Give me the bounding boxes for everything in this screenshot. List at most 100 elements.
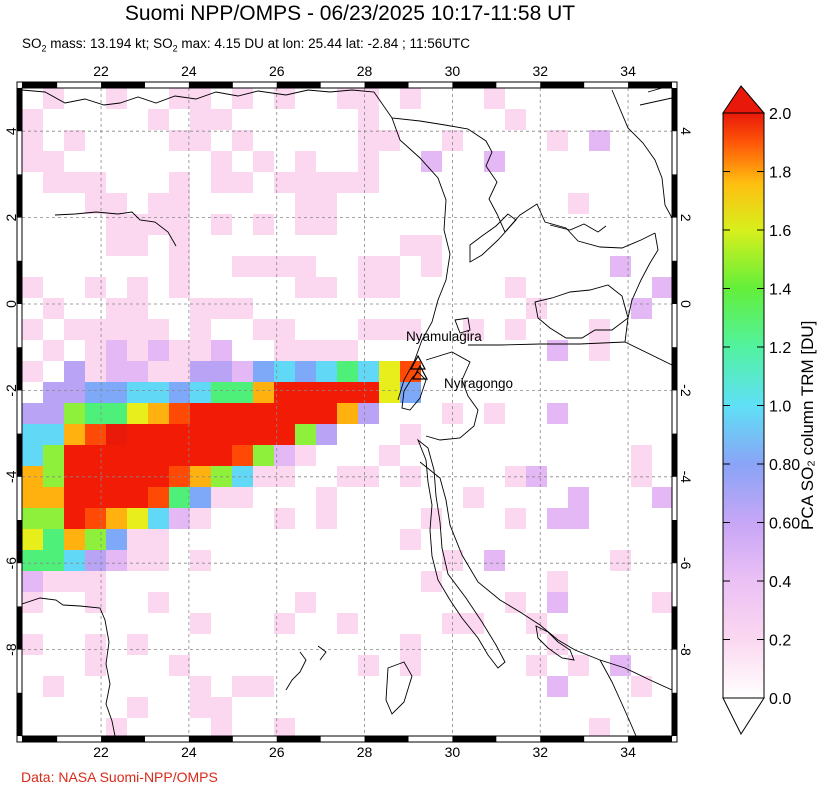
- frame-segment: [672, 692, 677, 736]
- map-subtitle: SO2 mass: 13.194 kt; SO2 max: 4.15 DU at…: [22, 36, 471, 54]
- so2-pixel: [22, 571, 43, 592]
- lon-tick-label-top: 34: [620, 63, 636, 79]
- lake-malawi-north: [599, 659, 637, 736]
- so2-pixel: [253, 445, 274, 466]
- so2-pixel: [316, 508, 337, 529]
- so2-pixel: [211, 214, 232, 235]
- so2-pixel: [505, 277, 526, 298]
- so2-pixel: [169, 277, 190, 298]
- so2-pixel: [106, 319, 127, 340]
- so2-pixel: [358, 403, 379, 424]
- lat-tick-label-right: 2: [678, 214, 694, 222]
- so2-pixel: [295, 277, 316, 298]
- so2-pixel: [358, 256, 379, 277]
- so2-pixel: [190, 382, 211, 403]
- so2-pixel: [127, 487, 148, 508]
- so2-pixel: [127, 361, 148, 382]
- so2-pixel: [253, 571, 274, 592]
- lat-tick-label-right: -8: [678, 643, 694, 656]
- so2-pixel: [232, 676, 253, 697]
- so2-pixel: [421, 235, 442, 256]
- so2-pixel: [64, 172, 85, 193]
- frame-segment: [17, 347, 22, 391]
- colorbar-tick-label: 0.80: [769, 457, 800, 474]
- so2-pixel: [484, 403, 505, 424]
- so2-pixel: [211, 403, 232, 424]
- so2-pixel: [274, 256, 295, 277]
- so2-pixel: [610, 655, 631, 676]
- so2-pixel: [169, 382, 190, 403]
- so2-pixel: [190, 424, 211, 445]
- colorbar: 2.0 1.8 1.6 1.4 1.2 1.0 0.80 0.60 0.4 0.2 0.0 PCA …: [722, 85, 817, 736]
- so2-pixel: [379, 718, 400, 736]
- so2-pixel: [190, 214, 211, 235]
- so2-pixel: [295, 424, 316, 445]
- so2-pixel: [64, 487, 85, 508]
- colorbar-bottom-arrow: [722, 697, 765, 736]
- frame-segment: [672, 88, 677, 132]
- so2-pixel: [85, 508, 106, 529]
- so2-pixel: [358, 382, 379, 403]
- frame-segment: [672, 260, 677, 304]
- so2-pixel: [295, 361, 316, 382]
- so2-pixel: [316, 214, 337, 235]
- frame-segment: [101, 82, 145, 88]
- so2-pixel: [211, 676, 232, 697]
- so2-pixel: [232, 172, 253, 193]
- so2-pixel: [22, 424, 43, 445]
- frame-segment: [672, 433, 677, 477]
- so2-pixel: [274, 382, 295, 403]
- so2-pixel: [148, 403, 169, 424]
- so2-pixel: [232, 466, 253, 487]
- frame-segment: [540, 82, 585, 88]
- so2-pixel: [190, 298, 211, 319]
- so2-pixel: [274, 340, 295, 361]
- so2-pixel: [43, 382, 64, 403]
- so2-pixel: [106, 424, 127, 445]
- lon-tick-label-top: 26: [269, 63, 285, 79]
- so2-pixel: [232, 424, 253, 445]
- so2-pixel: [43, 340, 64, 361]
- lon-tick-label-top: 22: [93, 63, 109, 79]
- so2-pixel: [211, 382, 232, 403]
- so2-pixel: [85, 445, 106, 466]
- so2-pixel: [568, 487, 589, 508]
- so2-pixel: [358, 109, 379, 130]
- so2-pixel: [43, 424, 64, 445]
- colorbar-tick-label: 0.2: [769, 633, 791, 650]
- lake-victoria: [534, 284, 629, 339]
- so2-pixel: [22, 382, 43, 403]
- so2-pixel: [337, 382, 358, 403]
- so2-pixel: [190, 676, 211, 697]
- so2-pixel: [211, 445, 232, 466]
- frame-segment: [628, 82, 672, 88]
- so2-pixel: [64, 361, 85, 382]
- frame-segment: [276, 82, 321, 88]
- so2-pixel: [127, 424, 148, 445]
- so2-pixel: [232, 130, 253, 151]
- lat-tick-label-left: -2: [3, 384, 19, 397]
- so2-pixel: [232, 361, 253, 382]
- so2-pixel: [148, 109, 169, 130]
- so2-pixel: [148, 340, 169, 361]
- lat-tick-label-right: 0: [678, 300, 694, 308]
- so2-pixel: [295, 214, 316, 235]
- so2-pixel: [232, 445, 253, 466]
- lake-mweru: [385, 661, 413, 715]
- so2-pixel: [316, 277, 337, 298]
- so2-pixel: [505, 508, 526, 529]
- so2-pixel: [316, 382, 337, 403]
- lon-tick-label-bottom: 34: [620, 744, 636, 760]
- frame-segment: [17, 692, 22, 736]
- so2-pixel: [211, 151, 232, 172]
- so2-pixel: [652, 718, 672, 736]
- lat-tick-label-left: 0: [3, 300, 19, 308]
- so2-pixel: [358, 88, 379, 109]
- so2-pixel: [148, 193, 169, 214]
- so2-pixel: [22, 277, 43, 298]
- so2-pixel: [211, 424, 232, 445]
- so2-pixel: [106, 235, 127, 256]
- so2-pixel: [379, 130, 400, 151]
- lon-tick-label-bottom: 22: [93, 744, 109, 760]
